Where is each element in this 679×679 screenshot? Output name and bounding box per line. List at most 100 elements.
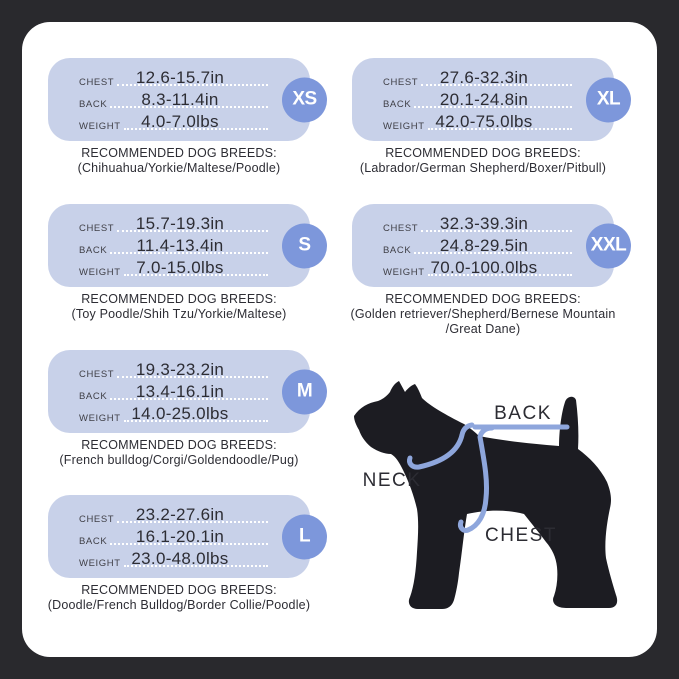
size-card: CHEST 23.2-27.6in BACK 16.1-20.1in WEIGH… [48, 495, 327, 578]
recommended-heading: RECOMMENDED DOG BREEDS: [81, 438, 277, 452]
measure-row-chest: CHEST 32.3-39.3in [352, 213, 614, 235]
measure-row-chest: CHEST 12.6-15.7in [48, 67, 310, 89]
back-value: 13.4-16.1in [135, 382, 225, 401]
measure-row-weight: WEIGHT 42.0-75.0lbs [352, 111, 614, 133]
weight-value: 4.0-7.0lbs [141, 112, 219, 131]
chest-value: 23.2-27.6in [135, 505, 225, 524]
size-badge-xl: XL [586, 77, 631, 122]
recommended-breeds: RECOMMENDED DOG BREEDS: (Golden retrieve… [315, 292, 651, 337]
dotted-leader [414, 252, 572, 254]
size-card: CHEST 32.3-39.3in BACK 24.8-29.5in WEIGH… [352, 204, 631, 287]
dotted-leader [117, 230, 268, 232]
measure-row-chest: CHEST 27.6-32.3in [352, 67, 614, 89]
size-card: CHEST 12.6-15.7in BACK 8.3-11.4in WEIGHT… [48, 58, 327, 141]
dotted-leader [110, 543, 268, 545]
weight-label: WEIGHT [79, 558, 121, 569]
breed-line: (Labrador/German Shepherd/Boxer/Pitbull) [359, 161, 607, 175]
chest-label: CHEST [79, 77, 115, 88]
weight-value: 7.0-15.0lbs [136, 258, 224, 277]
dog-silhouette-svg [354, 381, 618, 609]
size-card: CHEST 15.7-19.3in BACK 11.4-13.4in WEIGH… [48, 204, 327, 287]
dotted-leader [117, 84, 268, 86]
recommended-breeds: RECOMMENDED DOG BREEDS: (Doodle/French B… [11, 583, 347, 613]
size-badge-xs: XS [282, 77, 327, 122]
measure-row-weight: WEIGHT 14.0-25.0lbs [48, 403, 310, 425]
dotted-leader [117, 376, 268, 378]
recommended-breeds: RECOMMENDED DOG BREEDS: (French bulldog/… [11, 438, 347, 468]
size-badge-s: S [282, 223, 327, 268]
size-group-m: CHEST 19.3-23.2in BACK 13.4-16.1in WEIGH… [48, 350, 327, 467]
chest-measure-label: CHEST [485, 525, 557, 546]
back-label: BACK [79, 536, 108, 547]
measure-row-back: BACK 8.3-11.4in [48, 89, 310, 111]
measure-row-weight: WEIGHT 7.0-15.0lbs [48, 257, 310, 279]
breed-line: (Chihuahua/Yorkie/Maltese/Poodle) [77, 161, 281, 175]
dotted-leader [123, 420, 268, 422]
measure-row-chest: CHEST 15.7-19.3in [48, 213, 310, 235]
dotted-leader [427, 274, 572, 276]
dotted-leader [123, 274, 268, 276]
chest-label: CHEST [79, 369, 115, 380]
weight-label: WEIGHT [383, 267, 425, 278]
back-label: BACK [383, 99, 412, 110]
dotted-leader [123, 565, 268, 567]
recommended-breeds: RECOMMENDED DOG BREEDS: (Chihuahua/Yorki… [11, 146, 347, 176]
recommended-heading: RECOMMENDED DOG BREEDS: [81, 146, 277, 160]
dotted-leader [117, 521, 268, 523]
dotted-leader [110, 252, 268, 254]
size-card: CHEST 27.6-32.3in BACK 20.1-24.8in WEIGH… [352, 58, 631, 141]
measure-row-chest: CHEST 19.3-23.2in [48, 359, 310, 381]
back-value: 8.3-11.4in [141, 90, 219, 109]
neck-strap [407, 422, 475, 470]
breed-line: (Doodle/French Bulldog/Border Collie/Poo… [47, 598, 311, 612]
measure-row-weight: WEIGHT 23.0-48.0lbs [48, 548, 310, 570]
back-label: BACK [79, 245, 108, 256]
breed-line: (Golden retriever/Shepherd/Bernese Mount… [350, 307, 616, 321]
breed-line: (Toy Poodle/Shih Tzu/Yorkie/Maltese) [71, 307, 287, 321]
recommended-breeds: RECOMMENDED DOG BREEDS: (Toy Poodle/Shih… [11, 292, 347, 322]
weight-value: 42.0-75.0lbs [435, 112, 533, 131]
back-label: BACK [383, 245, 412, 256]
chest-strap [458, 425, 495, 533]
recommended-heading: RECOMMENDED DOG BREEDS: [385, 292, 581, 306]
recommended-heading: RECOMMENDED DOG BREEDS: [81, 583, 277, 597]
size-badge-l: L [282, 514, 327, 559]
dotted-leader [123, 128, 268, 130]
size-chart-canvas: CHEST 12.6-15.7in BACK 8.3-11.4in WEIGHT… [22, 22, 657, 657]
weight-value: 70.0-100.0lbs [430, 258, 538, 277]
measure-row-weight: WEIGHT 70.0-100.0lbs [352, 257, 614, 279]
measure-row-back: BACK 20.1-24.8in [352, 89, 614, 111]
size-group-s: CHEST 15.7-19.3in BACK 11.4-13.4in WEIGH… [48, 204, 327, 321]
back-value: 11.4-13.4in [136, 236, 224, 255]
size-badge-xxl: XXL [586, 223, 631, 268]
dotted-leader [110, 398, 268, 400]
dog-measurement-diagram: BACK NECK CHEST [340, 368, 645, 636]
weight-value: 23.0-48.0lbs [131, 549, 229, 568]
recommended-heading: RECOMMENDED DOG BREEDS: [385, 146, 581, 160]
measure-row-back: BACK 16.1-20.1in [48, 526, 310, 548]
chest-value: 27.6-32.3in [439, 68, 529, 87]
dotted-leader [427, 128, 572, 130]
weight-label: WEIGHT [79, 413, 121, 424]
back-label: BACK [79, 391, 108, 402]
measure-row-back: BACK 24.8-29.5in [352, 235, 614, 257]
measure-row-back: BACK 13.4-16.1in [48, 381, 310, 403]
back-value: 24.8-29.5in [439, 236, 529, 255]
breed-line: /Great Dane) [445, 322, 521, 336]
dotted-leader [110, 106, 268, 108]
dotted-leader [421, 230, 572, 232]
measure-row-back: BACK 11.4-13.4in [48, 235, 310, 257]
back-label: BACK [79, 99, 108, 110]
chest-label: CHEST [383, 223, 419, 234]
size-group-xs: CHEST 12.6-15.7in BACK 8.3-11.4in WEIGHT… [48, 58, 327, 175]
size-group-xl: CHEST 27.6-32.3in BACK 20.1-24.8in WEIGH… [352, 58, 631, 175]
weight-label: WEIGHT [383, 121, 425, 132]
size-group-l: CHEST 23.2-27.6in BACK 16.1-20.1in WEIGH… [48, 495, 327, 612]
recommended-breeds: RECOMMENDED DOG BREEDS: (Labrador/German… [315, 146, 651, 176]
measure-row-weight: WEIGHT 4.0-7.0lbs [48, 111, 310, 133]
chest-value: 12.6-15.7in [135, 68, 225, 87]
neck-measure-label: NECK [362, 470, 422, 491]
dotted-leader [414, 106, 572, 108]
size-group-xxl: CHEST 32.3-39.3in BACK 24.8-29.5in WEIGH… [351, 204, 631, 336]
